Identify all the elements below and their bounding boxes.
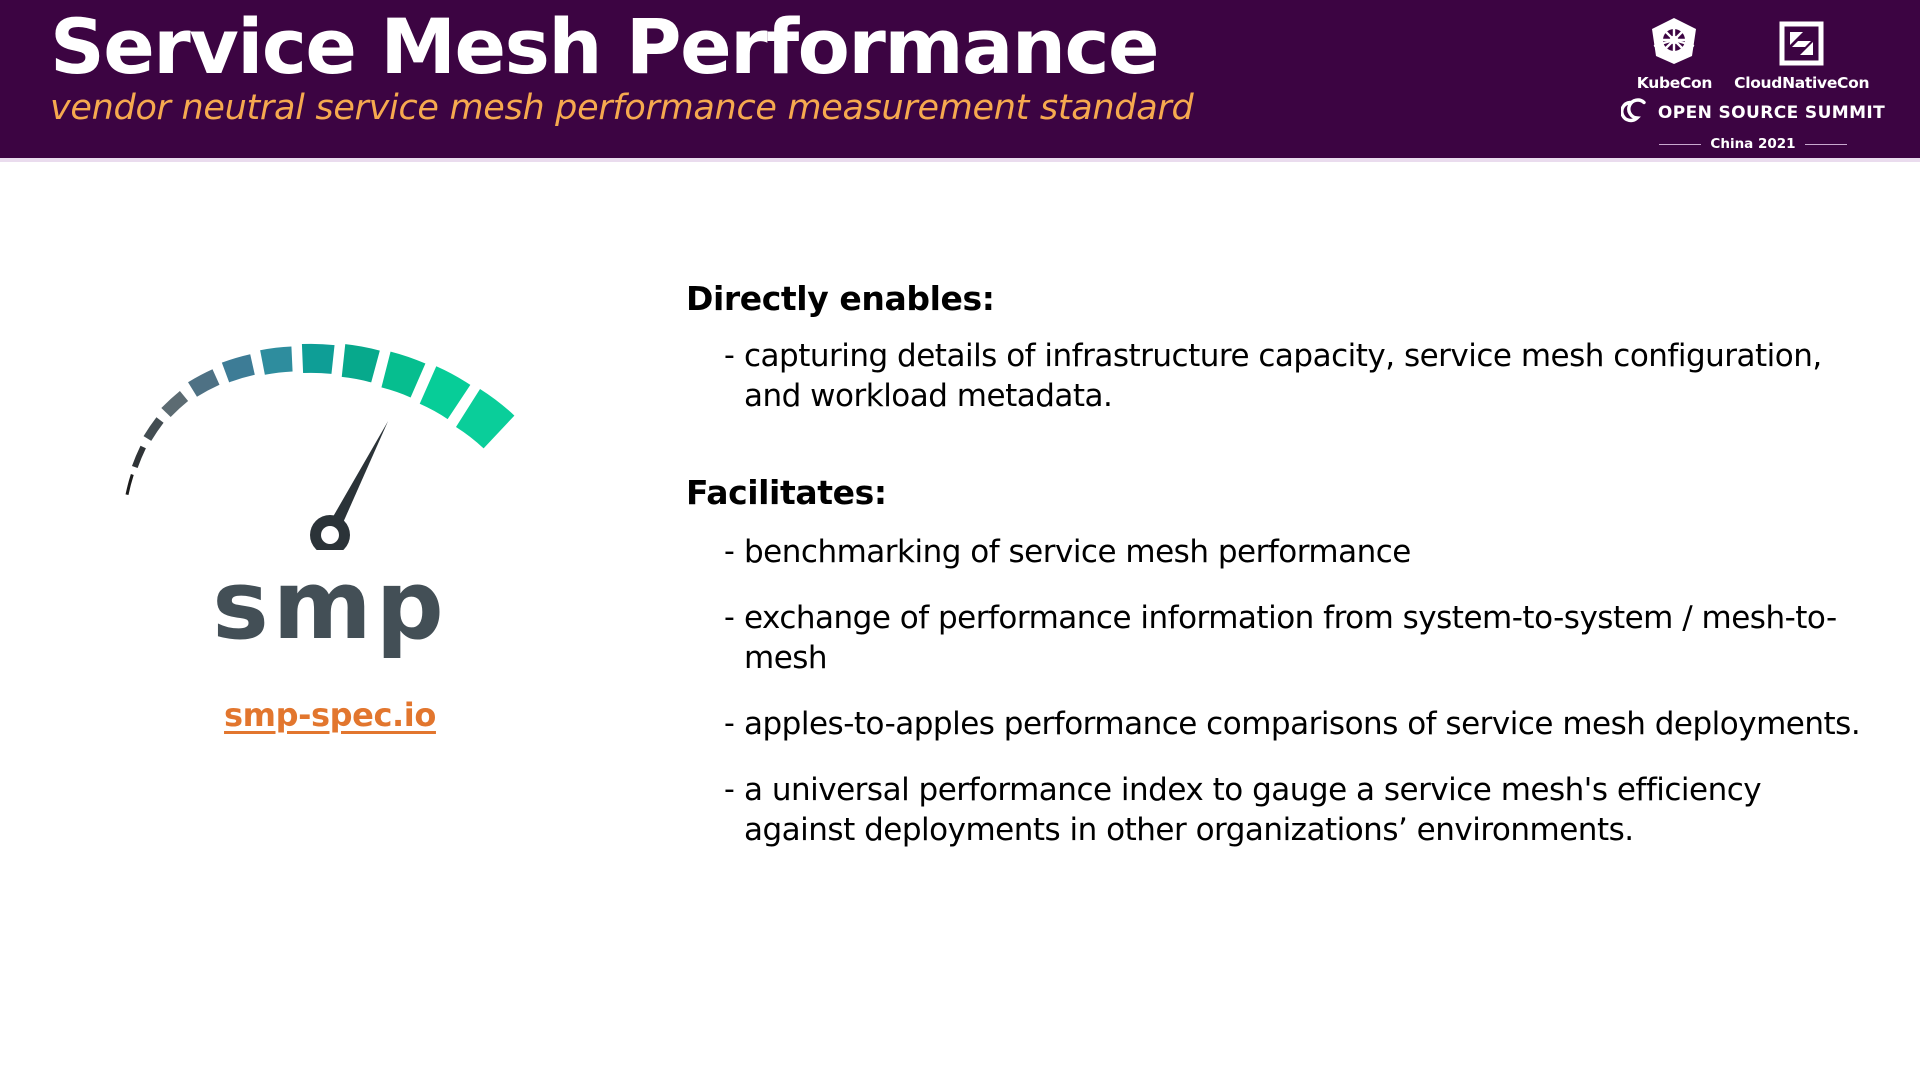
rule-right [1804,143,1847,145]
slide-header: Service Mesh Performance vendor neutral … [0,0,1920,162]
event-logo-brands: KubeCon CloudNativeCon [1628,8,1878,92]
bullet-text: exchange of performance information from… [744,600,1837,676]
section-directly-enables: Directly enables: - capturing details of… [686,278,1876,416]
cncf-square-icon [1779,21,1824,71]
cloudnativecon-label: CloudNativeCon [1734,74,1870,92]
title-block: Service Mesh Performance vendor neutral … [50,4,1450,130]
bullet-marker: - [724,600,735,635]
summit-s-icon [1620,94,1653,131]
smp-logo-block: smp smp-spec.io [110,300,550,734]
bullet-marker: - [724,706,735,741]
kubecon-brand: KubeCon [1626,16,1723,92]
bullet-list-directly-enables: - capturing details of infrastructure ca… [686,336,1876,416]
page-subtitle: vendor neutral service mesh performance … [50,88,1194,128]
list-item: - benchmarking of service mesh performan… [686,532,1876,572]
smp-gauge-icon [110,300,550,555]
bullet-text: a universal performance index to gauge a… [744,772,1762,848]
bullet-marker: - [724,534,735,569]
bullet-marker: - [724,338,735,373]
section-heading-directly-enables: Directly enables: [686,279,995,318]
content-column: Directly enables: - capturing details of… [686,278,1876,876]
page-title: Service Mesh Performance [50,2,1160,91]
bullet-text: benchmarking of service mesh performance [744,534,1411,570]
bullet-list-facilitates: - benchmarking of service mesh performan… [686,532,1876,850]
list-item: - capturing details of infrastructure ca… [686,336,1876,416]
smp-wordmark: smp [212,551,448,661]
cloudnativecon-brand: CloudNativeCon [1723,21,1880,92]
event-year-row: China 2021 [1628,136,1878,152]
event-logo: KubeCon CloudNativeCon [1620,8,1885,154]
smp-spec-link[interactable]: smp-spec.io [224,696,436,734]
event-year-label: China 2021 [1710,136,1796,152]
kubecon-label: KubeCon [1636,74,1713,92]
rule-left [1659,143,1702,145]
list-item: - a universal performance index to gauge… [686,770,1876,850]
section-heading-facilitates: Facilitates: [686,473,887,512]
list-item: - exchange of performance information fr… [686,598,1876,678]
section-facilitates: Facilitates: - benchmarking of service m… [686,472,1876,850]
bullet-text: capturing details of infrastructure capa… [744,338,1822,414]
list-item: - apples-to-apples performance compariso… [686,704,1876,744]
open-source-summit-label: OPEN SOURCE SUMMIT [1657,102,1886,123]
open-source-summit-row: OPEN SOURCE SUMMIT [1620,94,1885,131]
kubernetes-helm-icon [1648,16,1700,71]
bullet-text: apples-to-apples performance comparisons… [744,706,1861,742]
bullet-marker: - [724,772,735,807]
